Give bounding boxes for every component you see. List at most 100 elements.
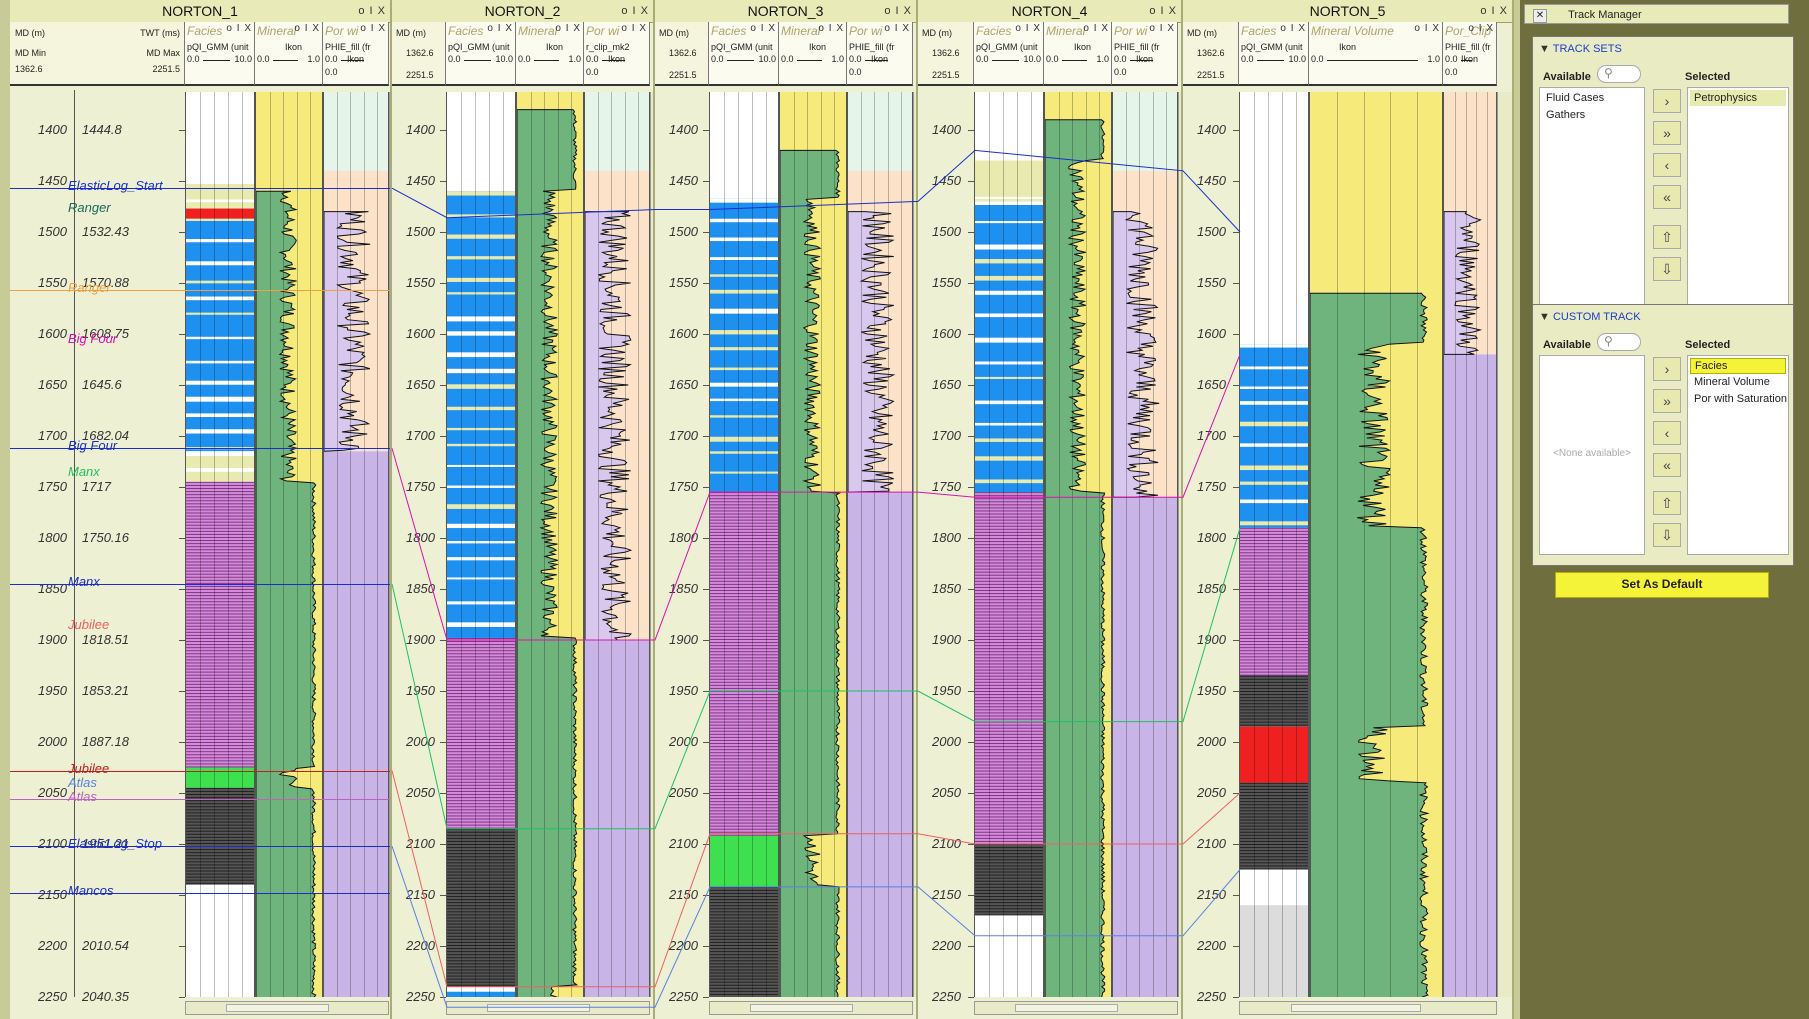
collapse-triangle-icon[interactable]: ▼	[1539, 311, 1550, 323]
move-all-right-button[interactable]: »	[1653, 121, 1681, 145]
track-header-controls[interactable]: o I X	[1468, 23, 1494, 34]
track-header-controls[interactable]: o I X	[1015, 23, 1041, 34]
scrollbar-thumb[interactable]	[750, 1004, 854, 1012]
move-left-button[interactable]: ‹	[1653, 153, 1681, 177]
formation-top-label[interactable]: Manx	[68, 463, 100, 479]
well-title-bar[interactable]: NORTON_2 o I X	[392, 0, 653, 23]
custom-track-available-list[interactable]: <None available>	[1539, 355, 1645, 555]
track-header-controls[interactable]: o I X	[294, 23, 320, 34]
move-left-button[interactable]: ‹	[1653, 421, 1681, 445]
track-header-controls[interactable]: o I X	[818, 23, 844, 34]
track-header-controls[interactable]: o I X	[1149, 23, 1175, 34]
move-down-button[interactable]: ⇩	[1653, 257, 1681, 281]
formation-top-label[interactable]: Big Four	[68, 331, 118, 347]
scrollbar-thumb[interactable]	[487, 1004, 591, 1012]
track-header[interactable]: Facies o I X pQI_GMM (unit 0.0 10.0	[974, 22, 1044, 86]
set-as-default-button[interactable]: Set As Default	[1555, 572, 1769, 598]
scrollbar-thumb[interactable]	[1291, 1004, 1422, 1012]
move-right-button[interactable]: ›	[1653, 89, 1681, 113]
move-right-button[interactable]: ›	[1653, 357, 1681, 381]
well-window-controls[interactable]: o I X	[884, 5, 912, 17]
track-sets-header[interactable]: ▼ TRACK SETS	[1539, 43, 1622, 55]
well-title-bar[interactable]: NORTON_3 o I X	[655, 0, 916, 23]
track-header-controls[interactable]: o I X	[226, 23, 252, 34]
well-title-bar[interactable]: NORTON_5 o I X	[1183, 0, 1512, 23]
track-header-controls[interactable]: o I X	[884, 23, 910, 34]
well-window-controls[interactable]: o I X	[358, 5, 386, 17]
list-item[interactable]: Petrophysics	[1690, 90, 1786, 106]
track-header[interactable]: Mineral o I X Ikon 0.0 1.0	[255, 22, 323, 86]
custom-track-search-input[interactable]: ⚲	[1597, 333, 1641, 351]
track-header[interactable]: Por_Clip o I X PHIE_fill (fr Ikon 0.0 0.0	[1443, 22, 1497, 86]
formation-top-label[interactable]: Atlas	[68, 789, 97, 805]
formation-top-label[interactable]: Jubilee	[68, 616, 110, 632]
track-header-controls[interactable]: o I X	[487, 23, 513, 34]
track-header[interactable]: Por wi o I X PHIE_fill (fr Ikon 0.0 0.0	[1112, 22, 1178, 86]
track-header[interactable]: Facies o I X pQI_GMM (unit 0.0 10.0	[446, 22, 516, 86]
well-window-controls[interactable]: o I X	[621, 5, 649, 17]
formation-top-label[interactable]: ElasticLog_Start	[68, 178, 163, 194]
track-header[interactable]: Mineral o I X Ikon 0.0 1.0	[779, 22, 847, 86]
track-sets-search-input[interactable]: ⚲	[1597, 65, 1641, 83]
track-header[interactable]: Facies o I X pQI_GMM (unit 0.0 10.0	[709, 22, 779, 86]
track-sets-selected-list[interactable]: Petrophysics	[1687, 87, 1789, 307]
scrollbar-thumb[interactable]	[1015, 1004, 1119, 1012]
custom-track-header[interactable]: ▼ CUSTOM TRACK	[1539, 311, 1641, 323]
move-up-button[interactable]: ⇧	[1653, 225, 1681, 249]
well-window-controls[interactable]: o I X	[1149, 5, 1177, 17]
depth-tick	[1233, 130, 1239, 131]
track-header[interactable]: Mineral Volume o I X Ikon 0.0 1.0	[1309, 22, 1443, 86]
track-header-controls[interactable]: o I X	[360, 23, 386, 34]
horizontal-scrollbar[interactable]	[709, 1001, 913, 1015]
facies-hatch	[710, 562, 778, 564]
vertical-scrollbar[interactable]	[389, 92, 390, 997]
track-header-controls[interactable]: o I X	[750, 23, 776, 34]
track-header-controls[interactable]: o I X	[555, 23, 581, 34]
formation-top-label[interactable]: Big Four	[68, 438, 118, 454]
well-window-controls[interactable]: o I X	[1480, 5, 1508, 17]
list-item[interactable]: Mineral Volume	[1694, 376, 1770, 388]
move-up-button[interactable]: ⇧	[1653, 491, 1681, 515]
track-header[interactable]: Facies o I X pQI_GMM (unit 0.0 10.0	[185, 22, 255, 86]
move-all-right-button[interactable]: »	[1653, 389, 1681, 413]
list-item[interactable]: Facies	[1690, 358, 1786, 374]
formation-top-label[interactable]: Manx	[68, 573, 100, 589]
move-down-button[interactable]: ⇩	[1653, 523, 1681, 547]
track-header-controls[interactable]: o I X	[1083, 23, 1109, 34]
horizontal-scrollbar[interactable]	[185, 1001, 389, 1015]
collapse-triangle-icon[interactable]: ▼	[1539, 43, 1550, 55]
track-sets-available-list[interactable]: Fluid Cases Gathers	[1539, 87, 1645, 307]
formation-top-label[interactable]: Jubilee	[68, 760, 110, 776]
scale-line	[602, 60, 625, 61]
list-item[interactable]: Por with Saturation	[1694, 393, 1787, 405]
scrollbar-thumb[interactable]	[226, 1004, 330, 1012]
track-header[interactable]: Por wi o I X r_clip_mk2 Ikon 0.0 0.0	[584, 22, 650, 86]
track-header[interactable]: Por wi o I X PHIE_fill (fr Ikon 0.0 0.0	[847, 22, 913, 86]
well-title-bar[interactable]: NORTON_4 o I X	[918, 0, 1181, 23]
track-header[interactable]: Por wi o I X PHIE_fill (fr Ikon 0.0 0.0	[323, 22, 389, 86]
track-header[interactable]: Mineral o I X Ikon 0.0 1.0	[1044, 22, 1112, 86]
horizontal-scrollbar[interactable]	[1239, 1001, 1497, 1015]
track-manager-title-bar[interactable]: ✕ Track Manager	[1524, 4, 1789, 24]
formation-top-label[interactable]: Ranger	[68, 199, 111, 215]
track-header-controls[interactable]: o I X	[1280, 23, 1306, 34]
vertical-scrollbar[interactable]	[1497, 92, 1512, 997]
horizontal-scrollbar[interactable]	[446, 1001, 650, 1015]
formation-top-label[interactable]: Ranger	[68, 280, 111, 296]
track-header[interactable]: Mineral o I X Ikon 0.0 1.0	[516, 22, 584, 86]
formation-top-label[interactable]: ElasticLog_Stop	[68, 836, 162, 852]
formation-top-label[interactable]: Atlas	[68, 774, 97, 790]
track-header-controls[interactable]: o I X	[621, 23, 647, 34]
well-title-bar[interactable]: NORTON_1 o I X	[10, 0, 390, 23]
move-all-left-button[interactable]: «	[1653, 185, 1681, 209]
list-item[interactable]: Fluid Cases	[1546, 92, 1605, 104]
track-header-controls[interactable]: o I X	[1414, 23, 1440, 34]
facies-hatch	[975, 675, 1043, 677]
horizontal-scrollbar[interactable]	[974, 1001, 1178, 1015]
list-item[interactable]: Gathers	[1546, 109, 1586, 121]
formation-top-label[interactable]: Mancos	[68, 882, 114, 898]
move-all-left-button[interactable]: «	[1653, 453, 1681, 477]
close-icon[interactable]: ✕	[1533, 9, 1547, 23]
track-header[interactable]: Facies o I X pQI_GMM (unit 0.0 10.0	[1239, 22, 1309, 86]
custom-track-selected-list[interactable]: Facies Mineral Volume Por with Saturatio…	[1687, 355, 1789, 555]
